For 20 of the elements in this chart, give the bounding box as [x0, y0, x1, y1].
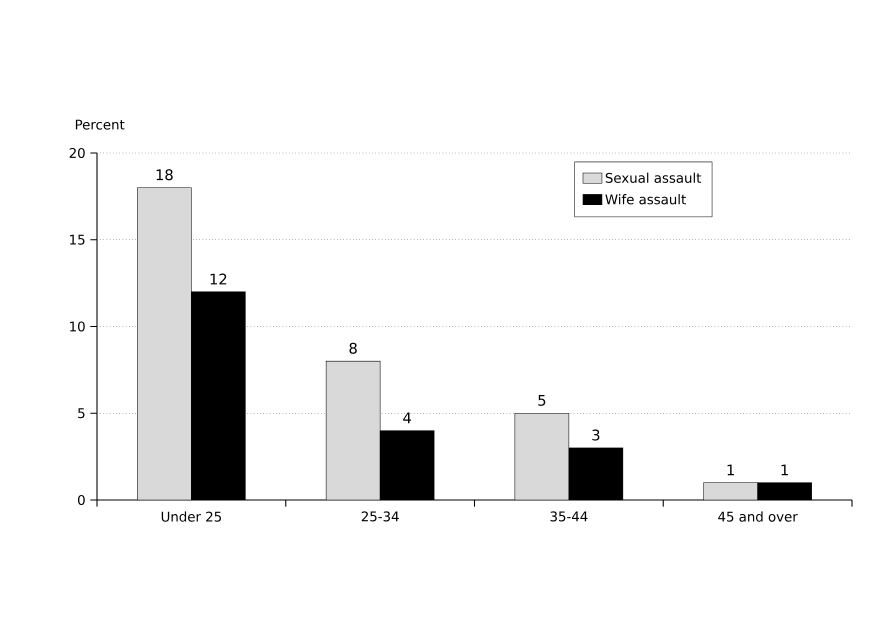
data-label: 1 — [728, 464, 734, 476]
legend-label: Sexual assault — [606, 172, 702, 183]
y-tick-label: 10 — [70, 321, 85, 332]
y-tick-label: 5 — [78, 408, 84, 418]
y-tick-label: 0 — [78, 494, 85, 506]
data-label: 5 — [538, 394, 546, 406]
data-label: 4 — [403, 412, 411, 424]
data-label: 12 — [210, 274, 226, 284]
data-label: 8 — [349, 342, 357, 354]
x-tick-label: 25-34 — [362, 511, 399, 522]
y-tick-label: 15 — [70, 234, 84, 245]
data-label: 1 — [782, 464, 788, 476]
legend-label: Wife assault — [605, 194, 686, 204]
x-tick-label: 45 and over — [718, 511, 798, 522]
y-axis-title: Percent — [76, 120, 124, 130]
y-tick-label: 20 — [70, 148, 85, 158]
data-label: 3 — [592, 429, 600, 441]
data-label: 18 — [156, 169, 173, 180]
x-tick-label: 35-44 — [550, 511, 588, 522]
x-tick-label: Under 25 — [162, 511, 221, 522]
